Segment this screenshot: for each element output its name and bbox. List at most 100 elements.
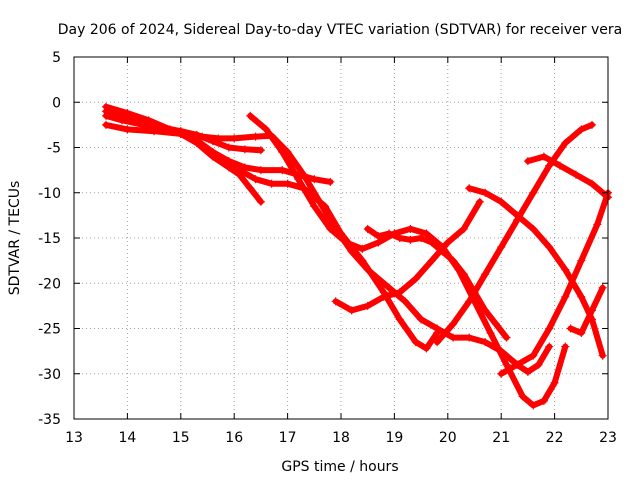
data-point-marker	[230, 134, 239, 143]
data-point-marker	[459, 224, 468, 233]
data-point-marker	[502, 333, 511, 342]
data-point-marker	[577, 125, 586, 134]
data-point-marker	[310, 202, 319, 211]
data-point-marker	[481, 338, 490, 347]
data-point-marker	[486, 329, 495, 338]
data-point-marker	[545, 324, 554, 333]
data-point-marker	[267, 179, 276, 188]
data-point-marker	[561, 138, 570, 147]
series-line	[567, 284, 606, 336]
data-point-marker	[443, 238, 452, 247]
x-tick-label: 18	[332, 430, 350, 446]
data-point-marker	[513, 215, 522, 224]
y-tick-label: -10	[38, 186, 61, 202]
x-tick-label: 14	[118, 430, 136, 446]
data-point-marker	[534, 360, 543, 369]
tick-layer: 13 14 15 16 17 18 19 20 21 22 23 5 0 -5 -10 -15 -20 -25 -3…	[38, 50, 617, 446]
data-point-marker	[214, 134, 223, 143]
data-point-marker	[465, 184, 474, 193]
data-point-marker	[475, 197, 484, 206]
data-point-marker	[427, 256, 436, 265]
data-point-marker	[481, 270, 490, 279]
data-point-marker	[395, 234, 404, 242]
data-point-marker	[417, 315, 426, 324]
data-point-marker	[566, 324, 575, 333]
data-point-marker	[224, 163, 233, 172]
data-point-marker	[347, 306, 356, 315]
data-point-marker	[144, 116, 153, 125]
data-point-marker	[401, 297, 410, 306]
data-point-marker	[529, 224, 538, 233]
y-tick-label: -5	[47, 141, 61, 157]
series-trace-5	[155, 125, 265, 206]
data-point-marker	[449, 333, 458, 342]
data-point-marker	[411, 274, 420, 283]
series-trace-12	[566, 283, 607, 338]
data-point-marker	[256, 166, 265, 175]
data-point-marker	[331, 297, 340, 306]
data-point-marker	[465, 297, 474, 306]
data-point-marker	[422, 344, 431, 353]
data-point-marker	[395, 315, 404, 324]
data-point-marker	[358, 256, 367, 265]
x-axis-label: GPS time / hours	[281, 459, 398, 475]
data-point-marker	[465, 333, 474, 342]
data-point-marker	[433, 329, 442, 338]
data-point-marker	[256, 197, 265, 206]
data-point-marker	[529, 188, 538, 197]
data-point-marker	[411, 338, 420, 347]
data-point-marker	[224, 143, 233, 152]
data-point-marker	[363, 224, 372, 233]
series-line	[332, 198, 483, 314]
x-tick-label: 21	[492, 430, 510, 446]
data-point-marker	[102, 102, 111, 111]
data-point-marker	[406, 235, 415, 244]
series-line	[524, 153, 611, 201]
data-point-marker	[587, 306, 596, 315]
data-point-marker	[123, 109, 132, 118]
data-point-marker	[278, 148, 287, 157]
data-point-marker	[326, 177, 335, 186]
data-point-marker	[459, 270, 468, 279]
data-point-marker	[555, 161, 564, 170]
data-point-marker	[539, 396, 548, 405]
data-point-marker	[529, 401, 538, 410]
data-point-marker	[571, 170, 580, 179]
data-point-marker	[395, 288, 404, 297]
data-point-marker	[251, 132, 260, 141]
y-tick-label: 5	[52, 50, 61, 66]
data-point-marker	[278, 166, 287, 175]
data-point-marker	[262, 125, 271, 134]
data-point-marker	[491, 319, 500, 328]
data-point-marker	[155, 125, 164, 134]
data-point-marker	[598, 351, 607, 360]
y-axis-label: SDTVAR / TECUs	[7, 181, 23, 296]
data-point-marker	[417, 234, 426, 242]
data-point-marker	[320, 202, 329, 211]
series-line	[466, 185, 606, 359]
series-trace-6	[246, 111, 570, 410]
data-point-marker	[422, 229, 431, 238]
data-point-marker	[256, 146, 265, 155]
y-tick-label: -30	[38, 367, 61, 383]
data-point-marker	[587, 120, 596, 129]
data-point-marker	[192, 138, 201, 147]
data-point-marker	[550, 378, 559, 387]
data-point-marker	[577, 329, 586, 338]
data-point-marker	[433, 338, 442, 347]
x-tick-label: 23	[599, 430, 617, 446]
data-point-marker	[246, 184, 255, 193]
data-point-marker	[363, 301, 372, 310]
data-point-marker	[545, 243, 554, 252]
x-tick-label: 15	[172, 430, 190, 446]
x-tick-label: 19	[385, 430, 403, 446]
data-point-marker	[513, 360, 522, 369]
series-line	[364, 225, 510, 341]
data-point-marker	[235, 170, 244, 179]
data-point-marker	[379, 292, 388, 301]
data-point-marker	[523, 157, 532, 166]
data-point-marker	[246, 111, 255, 120]
data-point-marker	[208, 152, 217, 161]
